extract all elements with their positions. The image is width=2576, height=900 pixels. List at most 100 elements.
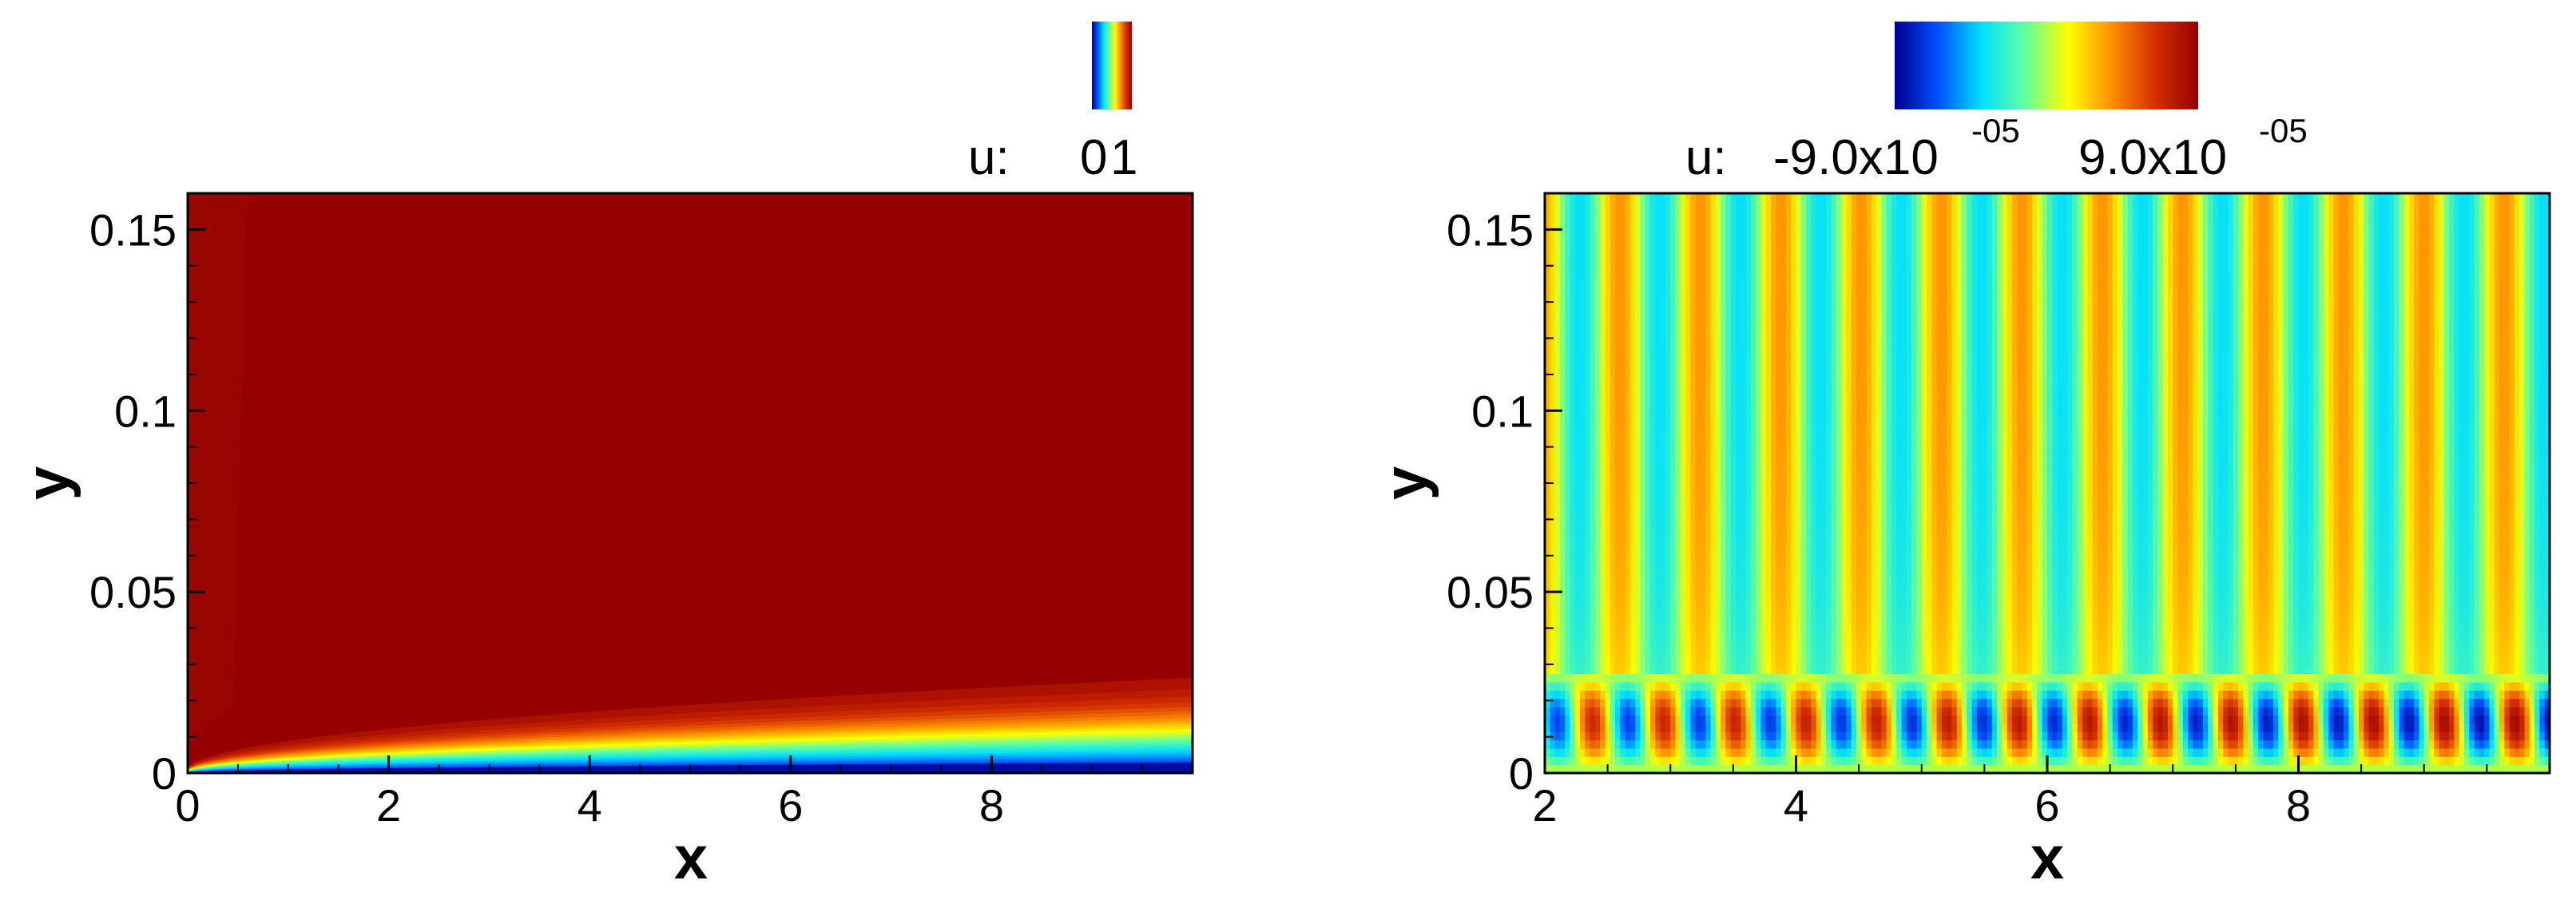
right-field-cell <box>1851 466 1857 476</box>
right-field-cell <box>1645 450 1651 459</box>
right-field-cell <box>1736 764 1741 773</box>
right-field-cell <box>1574 541 1581 550</box>
right-field-cell <box>1710 756 1717 766</box>
right-field-cell <box>1574 756 1581 766</box>
right-field-cell <box>1776 383 1782 393</box>
right-field-cell <box>1771 756 1776 766</box>
right-field-cell <box>1881 367 1887 376</box>
right-field-cell <box>1554 549 1561 558</box>
right-field-cell <box>1550 764 1556 773</box>
right-field-cell <box>1670 408 1677 418</box>
right-field-cell <box>1796 582 1802 592</box>
right-field-cell <box>1700 309 1706 319</box>
right-field-cell <box>1846 383 1852 393</box>
right-field-cell <box>1615 259 1621 268</box>
right-field-cell <box>1745 408 1752 418</box>
right-field-cell <box>1655 300 1661 310</box>
right-field-cell <box>1736 491 1741 501</box>
right-field-cell <box>1851 243 1857 252</box>
right-field-cell <box>1730 707 1737 716</box>
right-field-cell <box>1886 707 1892 716</box>
right-field-cell <box>1750 624 1756 633</box>
right-field-cell <box>1570 408 1576 418</box>
right-field-cell <box>1590 673 1596 683</box>
right-field-cell <box>1856 193 1862 202</box>
right-field-cell <box>1585 698 1591 708</box>
right-field-cell <box>1705 458 1712 467</box>
right-field-cell <box>1629 764 1636 773</box>
right-field-cell <box>1861 251 1868 260</box>
right-field-cell <box>1750 524 1756 533</box>
right-field-cell <box>1760 640 1767 650</box>
right-field-cell <box>1610 690 1616 700</box>
right-field-cell <box>1756 309 1762 319</box>
right-field-cell <box>1705 549 1712 558</box>
right-field-cell <box>1725 524 1732 533</box>
right-field-cell <box>1841 251 1847 260</box>
right-field-cell <box>1605 541 1611 550</box>
right-field-cell <box>1861 284 1868 294</box>
right-field-cell <box>1756 284 1762 294</box>
right-field-cell <box>1881 624 1887 633</box>
right-field-cell <box>1811 624 1817 633</box>
right-field-cell <box>1871 209 1877 219</box>
right-field-cell <box>1574 582 1581 592</box>
right-field-cell <box>1585 715 1591 724</box>
right-field-cell <box>1635 284 1641 294</box>
right-field-cell <box>1645 607 1651 617</box>
right-field-cell <box>1710 549 1717 558</box>
right-field-cell <box>1785 640 1792 650</box>
right-field-cell <box>1585 491 1591 501</box>
right-field-cell <box>1550 574 1556 584</box>
right-field-cell <box>1620 665 1626 675</box>
right-field-cell <box>1730 648 1737 658</box>
right-field-cell <box>1680 516 1686 525</box>
right-field-cell <box>1780 565 1787 575</box>
right-field-cell <box>1620 317 1626 327</box>
right-field-cell <box>1635 458 1641 467</box>
right-field-cell <box>1856 359 1862 368</box>
right-field-cell <box>1665 516 1671 525</box>
right-field-cell <box>1685 292 1692 302</box>
right-field-cell <box>1700 474 1706 484</box>
right-field-cell <box>1750 541 1756 550</box>
right-field-cell <box>1570 359 1576 368</box>
right-field-cell <box>1861 325 1868 335</box>
right-field-cell <box>1871 723 1877 732</box>
right-field-cell <box>1550 707 1556 716</box>
right-field-cell <box>1650 483 1656 492</box>
right-field-cell <box>1550 359 1556 368</box>
right-field-cell <box>1590 474 1596 484</box>
right-field-cell <box>1721 640 1727 650</box>
right-field-cell <box>1856 383 1862 393</box>
right-field-cell <box>1700 665 1706 675</box>
right-field-cell <box>1816 234 1822 244</box>
right-field-cell <box>1811 400 1817 410</box>
right-field-cell <box>1670 474 1677 484</box>
right-field-cell <box>1856 747 1862 757</box>
right-field-cell <box>1650 325 1656 335</box>
right-field-cell <box>1710 276 1717 285</box>
right-field-cell <box>1645 590 1651 600</box>
right-field-cell <box>1776 251 1782 260</box>
right-field-cell <box>1785 665 1792 675</box>
right-field-cell <box>1594 466 1601 476</box>
right-field-cell <box>1871 309 1877 319</box>
right-field-cell <box>1730 334 1737 343</box>
right-field-cell <box>1629 292 1636 302</box>
right-field-cell <box>1594 351 1601 360</box>
right-field-cell <box>1600 491 1606 501</box>
right-field-cell <box>1730 739 1737 749</box>
right-field-cell <box>1650 351 1656 360</box>
right-field-cell <box>1776 533 1782 542</box>
right-field-cell <box>1750 723 1756 732</box>
right-field-cell <box>1665 383 1671 393</box>
right-field-cell <box>1725 541 1732 550</box>
right-field-cell <box>1891 359 1897 368</box>
right-field-cell <box>1660 351 1666 360</box>
right-field-cell <box>1550 739 1556 749</box>
right-field-cell <box>1550 450 1556 459</box>
right-field-cell <box>1565 234 1571 244</box>
right-field-cell <box>1780 218 1787 228</box>
right-field-cell <box>1846 624 1852 633</box>
